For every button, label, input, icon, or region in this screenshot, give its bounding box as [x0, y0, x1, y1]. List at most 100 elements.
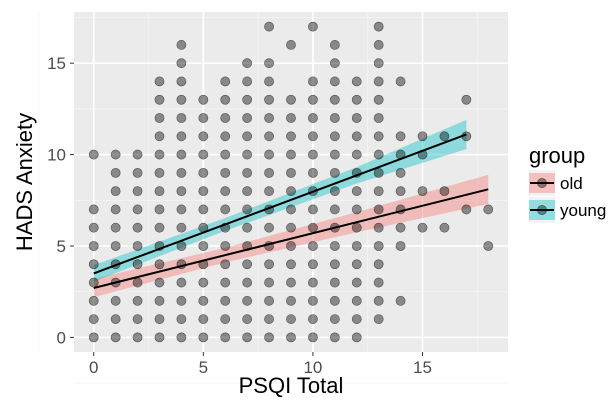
data-point: [461, 94, 472, 105]
data-point: [242, 186, 253, 197]
fit-line-old: [93, 188, 489, 289]
data-point: [220, 277, 231, 288]
legend: group old young: [529, 143, 606, 223]
data-point: [439, 186, 450, 197]
data-point: [88, 241, 99, 251]
data-point: [154, 277, 165, 288]
x-tick-label: 10: [303, 358, 322, 377]
data-point: [308, 167, 318, 178]
data-point: [242, 332, 253, 343]
data-point: [132, 222, 143, 233]
data-point: [154, 76, 165, 87]
data-point: [373, 94, 384, 105]
data-point: [132, 259, 143, 270]
fit-lines: [93, 133, 489, 289]
x-tick-label: 0: [89, 358, 98, 377]
data-point: [242, 222, 253, 233]
plot-panel: [74, 12, 508, 352]
data-point: [242, 94, 253, 105]
data-point: [395, 241, 406, 251]
data-point: [176, 277, 187, 288]
data-point: [220, 295, 231, 306]
data-point: [220, 76, 231, 87]
data-point: [220, 259, 231, 270]
data-point: [132, 295, 143, 306]
data-point: [132, 277, 143, 288]
data-point: [286, 241, 296, 251]
data-point: [242, 295, 253, 306]
data-point: [286, 186, 296, 197]
data-point: [220, 167, 231, 178]
data-point: [395, 167, 406, 178]
data-point: [351, 277, 362, 288]
data-point: [220, 94, 231, 105]
data-point: [264, 94, 274, 105]
data-point: [308, 295, 318, 306]
data-point: [176, 314, 187, 324]
data-point: [176, 94, 187, 105]
data-point: [132, 241, 143, 251]
data-point: [286, 149, 296, 160]
data-point: [373, 277, 384, 288]
data-point: [329, 131, 340, 142]
data-point: [242, 113, 253, 123]
data-point: [242, 204, 253, 215]
data-point: [198, 113, 209, 123]
data-point: [154, 186, 165, 197]
data-point: [373, 295, 384, 306]
data-point: [329, 241, 340, 251]
data-point: [351, 314, 362, 324]
data-point: [176, 40, 187, 50]
data-point: [154, 314, 165, 324]
data-point: [308, 277, 318, 288]
data-point: [329, 277, 340, 288]
data-point: [176, 113, 187, 123]
data-point: [329, 314, 340, 324]
data-point: [308, 314, 318, 324]
data-point: [308, 113, 318, 123]
data-point: [88, 314, 99, 324]
data-point: [417, 131, 428, 142]
data-point: [88, 259, 99, 270]
data-point: [242, 167, 253, 178]
data-point: [351, 222, 362, 233]
data-point: [373, 314, 384, 324]
data-point: [373, 76, 384, 87]
major-gridlines: [74, 12, 508, 352]
data-point: [264, 222, 274, 233]
data-point: [132, 204, 143, 215]
data-point: [264, 167, 274, 178]
data-point: [286, 295, 296, 306]
data-point: [308, 149, 318, 160]
data-point: [242, 277, 253, 288]
data-point: [110, 149, 121, 160]
y-tick-label: 5: [57, 237, 66, 256]
data-point: [308, 222, 318, 233]
data-point: [483, 204, 494, 215]
fit-line-young: [93, 133, 467, 275]
legend-key-point: [537, 178, 547, 188]
data-point: [329, 94, 340, 105]
data-point: [132, 186, 143, 197]
data-point: [154, 94, 165, 105]
data-point: [198, 277, 209, 288]
data-point: [286, 222, 296, 233]
data-point: [264, 58, 274, 69]
data-point: [286, 94, 296, 105]
data-point: [154, 295, 165, 306]
data-points: [88, 21, 494, 343]
data-point: [154, 167, 165, 178]
data-point: [110, 314, 121, 324]
data-point: [132, 149, 143, 160]
data-point: [198, 167, 209, 178]
data-point: [395, 186, 406, 197]
data-point: [198, 295, 209, 306]
data-point: [176, 204, 187, 215]
data-point: [373, 186, 384, 197]
data-point: [308, 94, 318, 105]
data-point: [176, 167, 187, 178]
data-point: [351, 332, 362, 343]
data-point: [373, 167, 384, 178]
data-point: [308, 131, 318, 142]
data-point: [373, 259, 384, 270]
